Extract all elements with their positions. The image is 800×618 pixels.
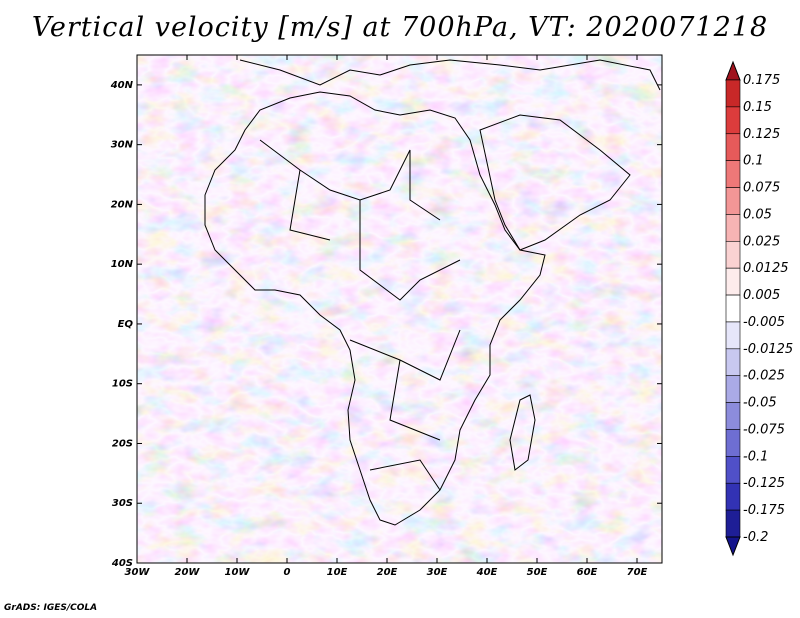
lon-tick-label: 10W (225, 567, 251, 578)
plot-frame (136, 54, 663, 564)
colorbar-label: 0.075 (743, 181, 780, 196)
lon-tick-label: 20W (175, 567, 201, 578)
colorbar: 0.175 0.15 0.125 0.1 0.075 0.05 0.025 0.0125 0.0… (725, 60, 793, 557)
colorbar-label: 0.05 (743, 207, 772, 222)
colorbar-swatch (725, 240, 741, 269)
colorbar-label: 0.005 (743, 288, 780, 303)
lon-tick-label: 30E (427, 567, 448, 578)
colorbar-label: -0.125 (743, 476, 785, 491)
colorbar-swatch (725, 294, 741, 323)
lon-tick-label: 50E (527, 567, 548, 578)
lon-tick-label: 60E (577, 567, 598, 578)
colorbar-label: 0.175 (743, 73, 780, 88)
colorbar-swatch (725, 375, 741, 403)
colorbar-swatch (725, 456, 741, 484)
credit-text: GrADS: IGES/COLA (4, 603, 98, 613)
africa-outline (204, 91, 546, 526)
colorbar-swatch (725, 509, 741, 538)
lat-tick-label: 40S (111, 558, 133, 569)
lat-tick-label: 20S (112, 438, 133, 449)
lon-tick-label: 10E (327, 567, 348, 578)
colorbar-swatch (725, 482, 741, 511)
coastlines (204, 59, 661, 526)
colorbar-label: -0.1 (743, 449, 768, 464)
lat-tick-label: 40N (110, 80, 134, 91)
colorbar-label: -0.05 (743, 396, 777, 411)
axes: 30W 20W 10W 0 10E 20E 30E 40E 50E 60E 70E 40N 30N 20N… (110, 55, 662, 578)
colorbar-swatch (725, 321, 741, 350)
lat-tick-label: 10N (111, 259, 134, 270)
lon-tick-label: 30W (125, 567, 151, 578)
colorbar-label: -0.005 (743, 315, 785, 330)
colorbar-bottom-arrow (725, 536, 741, 557)
lat-tick-label: EQ (118, 319, 134, 330)
colorbar-swatch (725, 106, 741, 135)
lon-tick-label: 0 (284, 567, 291, 578)
colorbar-swatch (725, 160, 741, 188)
lat-tick-label: 30S (112, 498, 133, 509)
lon-tick-label: 70E (627, 567, 648, 578)
colorbar-swatch (725, 348, 741, 377)
colorbar-swatch (725, 402, 741, 430)
colorbar-label: 0.125 (743, 127, 780, 142)
colorbar-label: 0.15 (743, 100, 772, 115)
colorbar-swatch (725, 79, 741, 108)
colorbar-swatch (725, 214, 741, 242)
colorbar-label: -0.075 (743, 422, 785, 437)
country-borders (259, 139, 461, 491)
colorbar-swatch (725, 133, 741, 161)
colorbar-label: 0.025 (743, 234, 780, 249)
colorbar-swatch (725, 429, 741, 457)
lat-tick-label: 10S (112, 379, 133, 390)
arabia-outline (479, 114, 631, 251)
colorbar-swatch (725, 187, 741, 215)
lon-tick-label: 40E (476, 567, 498, 578)
europe-outline (239, 59, 661, 91)
velocity-field (137, 55, 662, 563)
colorbar-label: 0.0125 (743, 261, 789, 276)
lat-tick-label: 20N (111, 199, 134, 210)
lat-tick-label: 30N (111, 140, 134, 151)
colorbar-label: -0.2 (743, 530, 768, 545)
chart-title: Vertical velocity [m/s] at 700hPa, VT: 2… (31, 12, 769, 43)
colorbar-label: -0.0125 (743, 342, 793, 357)
colorbar-label: 0.1 (743, 154, 764, 169)
madagascar-outline (509, 394, 536, 471)
colorbar-label: -0.025 (743, 369, 785, 384)
colorbar-top-arrow (725, 60, 741, 81)
colorbar-swatch (725, 267, 741, 296)
colorbar-label: -0.175 (743, 503, 785, 518)
lon-tick-label: 20E (377, 567, 398, 578)
